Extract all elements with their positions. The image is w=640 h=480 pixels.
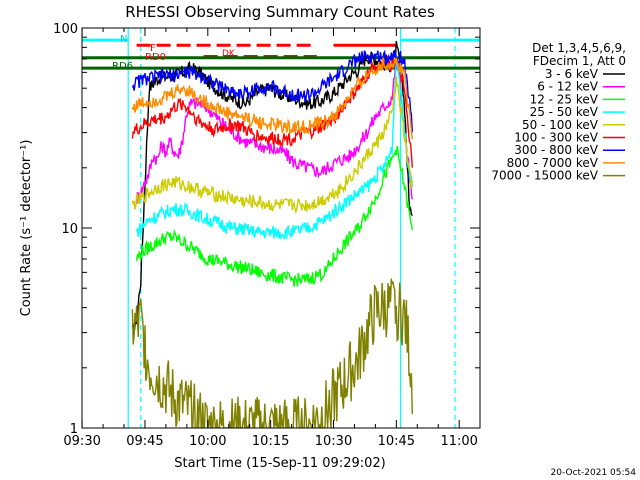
chart-title: RHESSI Observing Summary Count Rates — [125, 3, 435, 21]
series-line — [131, 76, 413, 214]
legend-entry-label: 300 - 800 keV — [514, 143, 598, 157]
generation-timestamp: 20-Oct-2021 05:54 — [551, 468, 637, 478]
y-tick-label: 1 — [70, 422, 78, 437]
x-tick-label: 11:00 — [440, 434, 477, 449]
x-axis-label: Start Time (15-Sep-11 09:29:02) — [174, 456, 385, 471]
y-tick-label: 100 — [53, 22, 78, 37]
legend-entry-label: 12 - 25 keV — [530, 92, 599, 106]
series-group — [131, 40, 413, 428]
x-tick-label: 10:30 — [315, 434, 352, 449]
y-tick-label: 10 — [61, 222, 78, 237]
x-tick-label: 10:15 — [252, 434, 289, 449]
x-tick-label: 09:30 — [63, 434, 100, 449]
y-axis-label: Count Rate (s⁻¹ detector⁻¹) — [19, 140, 34, 317]
flag-label-n: N — [120, 34, 127, 45]
series-line — [131, 53, 413, 168]
series-line — [131, 278, 413, 428]
legend-header-2: FDecim 1, Att 0 — [533, 54, 626, 68]
x-tick-label: 10:00 — [189, 434, 226, 449]
flag-label-f: F — [150, 43, 156, 54]
series-line — [131, 57, 413, 140]
series-line — [135, 145, 413, 287]
flag-label-dk: DK — [222, 49, 236, 59]
axes: 09:30 09:45 10:00 10:15 10:30 10:45 11:00 1 10 10… — [53, 22, 480, 449]
legend-entry-label: 3 - 6 keV — [545, 67, 599, 81]
legend-header-1: Det 1,3,4,5,6,9, — [532, 41, 626, 55]
legend-entry-label: 800 - 7000 keV — [507, 156, 599, 170]
x-tick-label: 09:45 — [126, 434, 163, 449]
series-line — [135, 55, 413, 241]
flag-label-rd6: RD6 — [112, 61, 133, 72]
series-line — [135, 56, 413, 205]
flag-label-rd0: RD0 — [145, 52, 166, 63]
series-line — [131, 49, 413, 133]
legend-entry-label: 50 - 100 keV — [522, 118, 599, 132]
legend-entry-label: 6 - 12 keV — [537, 80, 599, 94]
legend-entry-label: 7000 - 15000 keV — [491, 169, 598, 183]
legend-entry-label: 100 - 300 keV — [514, 131, 598, 145]
legend: Det 1,3,4,5,6,9, FDecim 1, Att 0 3 - 6 k… — [491, 41, 626, 183]
x-tick-label: 10:45 — [378, 434, 415, 449]
legend-entry-label: 25 - 50 keV — [530, 105, 599, 119]
